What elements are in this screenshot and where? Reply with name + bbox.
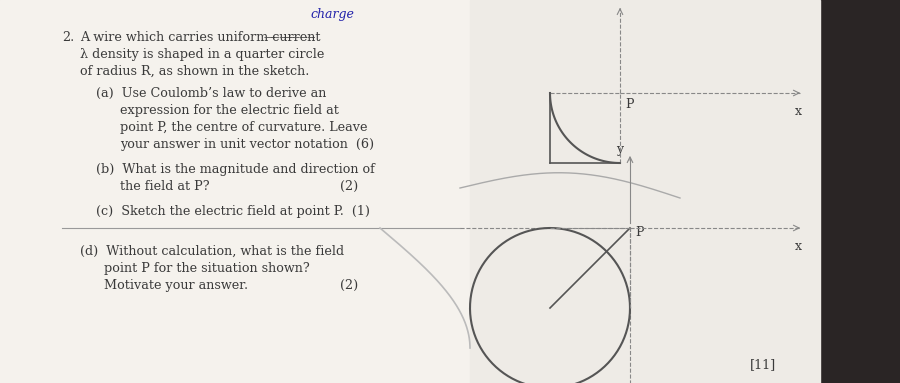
Text: (2): (2) <box>340 180 358 193</box>
Text: A wire which carries uniform ̶c̶u̶r̶r̶e̶n̶t: A wire which carries uniform ̶c̶u̶r̶r̶e̶… <box>80 31 320 44</box>
Text: [11]: [11] <box>750 358 776 371</box>
Text: x: x <box>795 105 802 118</box>
Text: (a)  Use Coulomb’s law to derive an: (a) Use Coulomb’s law to derive an <box>96 87 327 100</box>
Bar <box>820 0 900 383</box>
Text: λ density is shaped in a quarter circle: λ density is shaped in a quarter circle <box>80 48 324 61</box>
Bar <box>0 0 470 383</box>
Text: (c)  Sketch the electric field at point P.  (1): (c) Sketch the electric field at point P… <box>96 205 370 218</box>
Text: 2.: 2. <box>62 31 74 44</box>
Text: expression for the electric field at: expression for the electric field at <box>120 104 339 117</box>
Text: of radius R, as shown in the sketch.: of radius R, as shown in the sketch. <box>80 65 310 78</box>
Text: x: x <box>795 240 802 253</box>
Text: charge: charge <box>310 8 354 21</box>
Text: y: y <box>616 143 623 156</box>
Text: point P, the centre of curvature. Leave: point P, the centre of curvature. Leave <box>120 121 367 134</box>
Text: P: P <box>635 226 644 239</box>
Text: P: P <box>625 98 634 111</box>
Text: (2): (2) <box>340 279 358 292</box>
Text: (d)  Without calculation, what is the field: (d) Without calculation, what is the fie… <box>80 245 344 258</box>
Text: your answer in unit vector notation  (6): your answer in unit vector notation (6) <box>120 138 374 151</box>
Text: point P for the situation shown?: point P for the situation shown? <box>104 262 310 275</box>
Text: Motivate your answer.: Motivate your answer. <box>104 279 248 292</box>
Text: (b)  What is the magnitude and direction of: (b) What is the magnitude and direction … <box>96 163 375 176</box>
Text: the field at P?: the field at P? <box>120 180 210 193</box>
Bar <box>470 0 820 383</box>
